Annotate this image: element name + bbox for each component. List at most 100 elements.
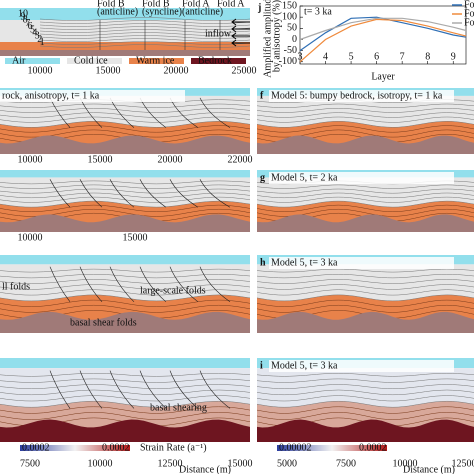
layer-line [39,17,251,21]
layer-line [0,284,251,290]
layer-line [0,184,251,189]
colorbar-label: 0.0002 [102,442,130,453]
layer-line [256,299,474,307]
flow-line [139,266,167,303]
x-tick-label: 7500 [20,458,40,469]
layer-line [256,188,474,194]
title-bg [269,172,454,184]
legend-label: Fo [464,0,474,10]
layer-line [0,112,251,118]
flow-line [169,266,199,303]
x-axis-label: Distance (m) [179,464,231,474]
layer-line [256,279,474,284]
layer-line [0,395,251,402]
panel-title: Model 5, t= 2 ka [271,172,338,183]
layer-line [256,116,474,123]
layer-line [256,304,474,313]
flow-line [49,266,71,302]
layer-line [256,289,474,296]
x-tick-label: 7 [400,51,405,62]
x-tick-label: 5000 [277,458,297,469]
legend-swatch [67,58,122,64]
legend-bar [0,57,250,64]
layer-line [0,384,251,389]
y-axis-label: by anisotropy (%) [271,0,282,72]
x-tick-label: 20000 [164,65,189,76]
flow-line [109,370,135,409]
layer-number: 7 [25,18,30,29]
title-bg [0,90,185,102]
bedrock [0,50,250,56]
series-line [299,18,467,63]
bedrock [257,419,474,442]
colorbar [20,445,130,451]
x-tick-label: 9 [451,51,456,62]
x-tick-label: 25000 [232,65,257,76]
panel-letter: h [260,257,266,268]
layer-line [256,395,474,402]
fold-label: Fold B [142,0,170,9]
flow-line [199,179,231,208]
inflow-arrow [231,32,250,40]
layer-line [256,378,474,383]
air [0,358,250,369]
layer-line [256,121,474,128]
layer-line [0,108,251,113]
layer-line [256,389,474,396]
layer-line [256,192,474,199]
flow-line [79,266,103,303]
layer-line [256,112,474,118]
layer-line [0,294,251,302]
layer-number: 5 [30,24,35,35]
x-tick-label: 10000 [88,458,113,469]
layer-line [0,116,251,123]
x-tick-label: 10000 [28,65,53,76]
y-axis-label: Amplified amplitude [262,0,273,78]
layer-line [256,373,474,377]
plot-frame [299,5,467,65]
annotation: basal shearing [150,403,207,414]
x-tick-label: 12500 [452,458,474,469]
panel-title: Model 5, t= 3 ka [271,360,338,371]
x-tick-label: 10000 [393,458,418,469]
fold-label: (anticline) [182,6,223,17]
layer-line [0,412,251,420]
layer-number: 10 [18,8,28,19]
y-tick-label: 0 [292,34,297,45]
bedrock [257,135,474,154]
air [0,170,250,178]
x-tick-label: 15000 [228,458,253,469]
legend-swatch [5,58,60,64]
layer-line [0,103,251,108]
layer-number: 9 [20,11,25,22]
x-tick-label: 15000 [123,232,148,243]
legend-swatch [191,58,246,64]
flow-line [49,370,71,409]
layer-line [0,121,251,128]
x-tick-label: 4 [323,51,328,62]
panel-letter: g [260,172,265,183]
fold-label: Fold A [182,0,210,9]
y-tick-label: -100 [279,56,297,67]
bedrock [0,311,250,333]
bedrock [257,311,474,333]
legend-label: Cold ice [74,55,108,66]
panel-letter: f [260,90,264,101]
layer-line [0,200,251,208]
fold-label: Fold A [217,0,245,9]
layer-line [256,412,474,420]
layer-number: 3 [35,31,40,42]
layer-line [0,299,251,307]
layer-line [256,268,474,273]
flow-line [109,179,135,208]
colorbar-label: 0.0002 [22,442,50,453]
title-bg [269,257,454,269]
x-tick-label: 15000 [88,154,113,165]
x-axis-label: Distance (m) [403,464,455,474]
inflow-label: inflow [205,28,232,39]
layer-line [256,196,474,203]
legend-label: Air [12,55,26,66]
layer-line [0,268,251,273]
inflow-arrow [231,39,250,47]
